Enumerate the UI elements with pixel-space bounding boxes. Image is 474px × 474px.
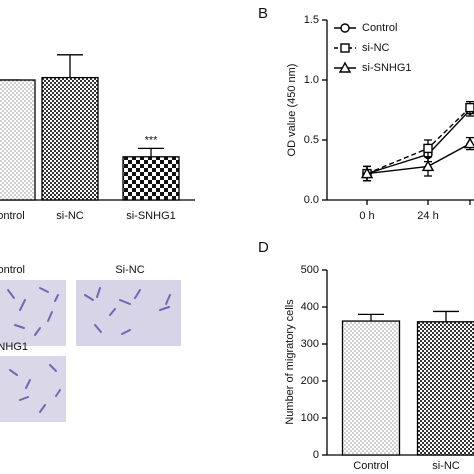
micrograph xyxy=(76,280,181,346)
y-tick-label: 400 xyxy=(301,301,319,313)
x-tick-label: Control xyxy=(353,460,388,472)
bar xyxy=(41,76,99,201)
x-tick-label: si-NC xyxy=(56,210,84,222)
legend-label: Control xyxy=(362,22,397,34)
annotation: *** xyxy=(145,134,159,146)
x-tick-label: Control xyxy=(0,210,25,222)
y-axis-label: OD value (450 nm) xyxy=(286,64,298,157)
bar xyxy=(341,320,401,456)
micrographs xyxy=(0,280,181,422)
panel-letter: D xyxy=(258,239,269,256)
x-tick-label: 0 h xyxy=(359,210,374,222)
y-tick-label: 100 xyxy=(301,412,319,424)
y-tick-label: 0 xyxy=(313,449,319,461)
x-tick-label: 24 h xyxy=(417,210,438,222)
micrograph xyxy=(0,356,66,422)
y-tick-label: 0.0 xyxy=(304,194,319,206)
marker xyxy=(421,159,435,172)
image-label: si-SNHG1 xyxy=(0,341,28,353)
y-tick-label: 200 xyxy=(301,375,319,387)
y-tick-label: 300 xyxy=(301,338,319,350)
legend-marker xyxy=(340,43,350,53)
bar xyxy=(416,321,474,456)
y-tick-label: 1.5 xyxy=(304,14,319,26)
x-tick-label: si-NC xyxy=(432,460,460,472)
legend-label: si-NC xyxy=(362,42,390,54)
micrograph xyxy=(0,280,66,346)
marker xyxy=(463,137,474,149)
y-tick-label: 500 xyxy=(301,264,319,276)
bar xyxy=(0,79,36,201)
legend-label: si-SNHG1 xyxy=(362,62,412,74)
y-axis-label: Number of migratory cells xyxy=(284,299,296,425)
y-tick-label: 0.5 xyxy=(304,134,319,146)
image-label: Control xyxy=(0,264,25,276)
series-line xyxy=(366,107,471,175)
cells xyxy=(7,287,171,413)
panel-letter: B xyxy=(258,5,268,22)
x-tick-label: si-SNHG1 xyxy=(126,210,176,222)
bar xyxy=(122,156,180,201)
series-line xyxy=(366,109,471,175)
marker xyxy=(360,167,374,179)
marker xyxy=(423,143,433,154)
legend-marker xyxy=(338,61,352,73)
legend-marker xyxy=(340,23,350,33)
y-tick-label: 1.0 xyxy=(304,74,319,86)
image-label: Si-NC xyxy=(115,264,144,276)
marker xyxy=(465,102,474,113)
